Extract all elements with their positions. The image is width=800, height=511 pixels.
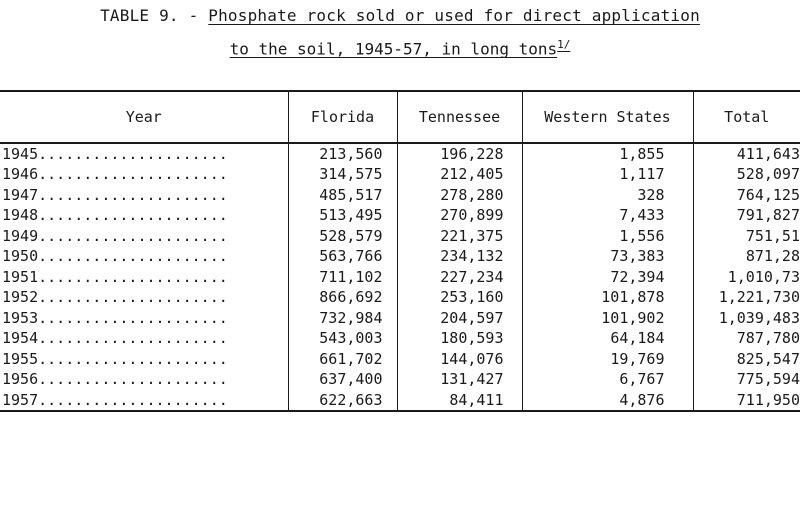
table-number: TABLE 9. -: [100, 6, 209, 25]
cell-florida: 528,579: [287, 225, 397, 246]
table-row: 1945..................... 213,560 196,228 1…: [0, 143, 800, 164]
cell-florida: 513,495: [287, 205, 397, 226]
cell-western-states: 6,767: [521, 369, 693, 390]
table-row: 1954..................... 543,003 180,593 6…: [0, 328, 800, 349]
cell-western-states: 1,855: [521, 143, 693, 164]
cell-tennessee: 204,597: [396, 307, 522, 328]
cell-year: 1951.....................: [2, 267, 228, 286]
cell-western-states: 1,556: [521, 225, 693, 246]
cell-tennessee: 180,593: [396, 328, 522, 349]
cell-total: 825,547: [692, 348, 800, 369]
cell-western-states: 4,876: [521, 389, 693, 412]
table-header-row: Year Florida Tennessee Western States To…: [0, 90, 800, 144]
cell-florida: 213,560: [287, 143, 397, 164]
cell-western-states: 19,769: [521, 348, 693, 369]
cell-western-states: 73,383: [521, 246, 693, 267]
cell-year: 1953.....................: [2, 308, 228, 327]
cell-total: 751,51: [692, 225, 800, 246]
table-row: 1949..................... 528,579 221,375 1…: [0, 225, 800, 246]
cell-total: 791,827: [692, 205, 800, 226]
cell-tennessee: 253,160: [396, 287, 522, 308]
cell-year: 1949.....................: [2, 226, 228, 245]
table-row: 1953..................... 732,984 204,597 1…: [0, 307, 800, 328]
table-row: 1951..................... 711,102 227,234 7…: [0, 266, 800, 287]
cell-total: 528,097: [692, 164, 800, 185]
cell-western-states: 101,878: [521, 287, 693, 308]
table-row: 1956..................... 637,400 131,427 6…: [0, 369, 800, 390]
cell-western-states: 1,117: [521, 164, 693, 185]
cell-tennessee: 131,427: [396, 369, 522, 390]
cell-tennessee: 144,076: [396, 348, 522, 369]
header-western-states: Western States: [521, 90, 693, 144]
cell-total: 1,010,73: [692, 266, 800, 287]
cell-total: 411,643: [692, 143, 800, 164]
cell-florida: 661,702: [287, 348, 397, 369]
cell-tennessee: 234,132: [396, 246, 522, 267]
cell-western-states: 328: [521, 184, 693, 205]
cell-florida: 543,003: [287, 328, 397, 349]
cell-total: 764,125: [692, 184, 800, 205]
cell-year: 1947.....................: [2, 185, 228, 204]
cell-total: 1,221,730: [692, 287, 800, 308]
cell-total: 787,780: [692, 328, 800, 349]
phosphate-table: Year Florida Tennessee Western States To…: [0, 90, 800, 412]
cell-year: 1955.....................: [2, 349, 228, 368]
cell-total: 1,039,483: [692, 307, 800, 328]
table-row: 1950..................... 563,766 234,132 7…: [0, 246, 800, 267]
table-title-text-2: to the soil, 1945-57, in long tons: [229, 39, 558, 59]
cell-western-states: 101,902: [521, 307, 693, 328]
cell-year: 1956.....................: [2, 370, 228, 389]
cell-florida: 563,766: [287, 246, 397, 267]
table-row: 1946..................... 314,575 212,405 1…: [0, 164, 800, 185]
cell-tennessee: 270,899: [396, 205, 522, 226]
cell-total: 711,950: [692, 389, 800, 412]
cell-year: 1952.....................: [2, 288, 228, 307]
table-row: 1957..................... 622,663 84,411 4,…: [0, 389, 800, 412]
cell-tennessee: 212,405: [396, 164, 522, 185]
header-florida: Florida: [287, 90, 397, 144]
table-body: 1945..................... 213,560 196,228 1…: [0, 143, 800, 412]
cell-western-states: 72,394: [521, 266, 693, 287]
cell-florida: 622,663: [287, 389, 397, 412]
table-title-line-1: TABLE 9. - Phosphate rock sold or used f…: [0, 6, 800, 25]
cell-tennessee: 84,411: [396, 389, 522, 412]
cell-florida: 314,575: [287, 164, 397, 185]
table-title-line-2: to the soil, 1945-57, in long tons1/: [0, 38, 800, 58]
cell-year: 1954.....................: [2, 329, 228, 348]
table-row: 1955..................... 661,702 144,076 1…: [0, 348, 800, 369]
cell-year: 1957.....................: [0, 389, 288, 412]
cell-total: 871,28: [692, 246, 800, 267]
cell-florida: 637,400: [287, 369, 397, 390]
table-title-text-1: Phosphate rock sold or used for direct a…: [208, 6, 700, 25]
cell-year: 1950.....................: [2, 247, 228, 266]
cell-western-states: 64,184: [521, 328, 693, 349]
header-year: Year: [0, 90, 288, 144]
cell-florida: 485,517: [287, 184, 397, 205]
cell-florida: 711,102: [287, 266, 397, 287]
cell-year: 1948.....................: [2, 206, 228, 225]
cell-tennessee: 227,234: [396, 266, 522, 287]
cell-florida: 866,692: [287, 287, 397, 308]
table-row: 1952..................... 866,692 253,160 1…: [0, 287, 800, 308]
table-row: 1948..................... 513,495 270,899 7…: [0, 205, 800, 226]
cell-tennessee: 196,228: [396, 143, 522, 164]
table-row: 1947..................... 485,517 278,280 3…: [0, 184, 800, 205]
header-total: Total: [692, 90, 800, 144]
footnote-marker: 1/: [557, 38, 571, 51]
cell-year: 1945.....................: [2, 145, 228, 163]
cell-tennessee: 278,280: [396, 184, 522, 205]
cell-tennessee: 221,375: [396, 225, 522, 246]
cell-total: 775,594: [692, 369, 800, 390]
cell-florida: 732,984: [287, 307, 397, 328]
cell-year: 1946.....................: [2, 165, 228, 184]
data-table-container: Year Florida Tennessee Western States To…: [0, 90, 800, 412]
cell-western-states: 7,433: [521, 205, 693, 226]
header-tennessee: Tennessee: [396, 90, 522, 144]
